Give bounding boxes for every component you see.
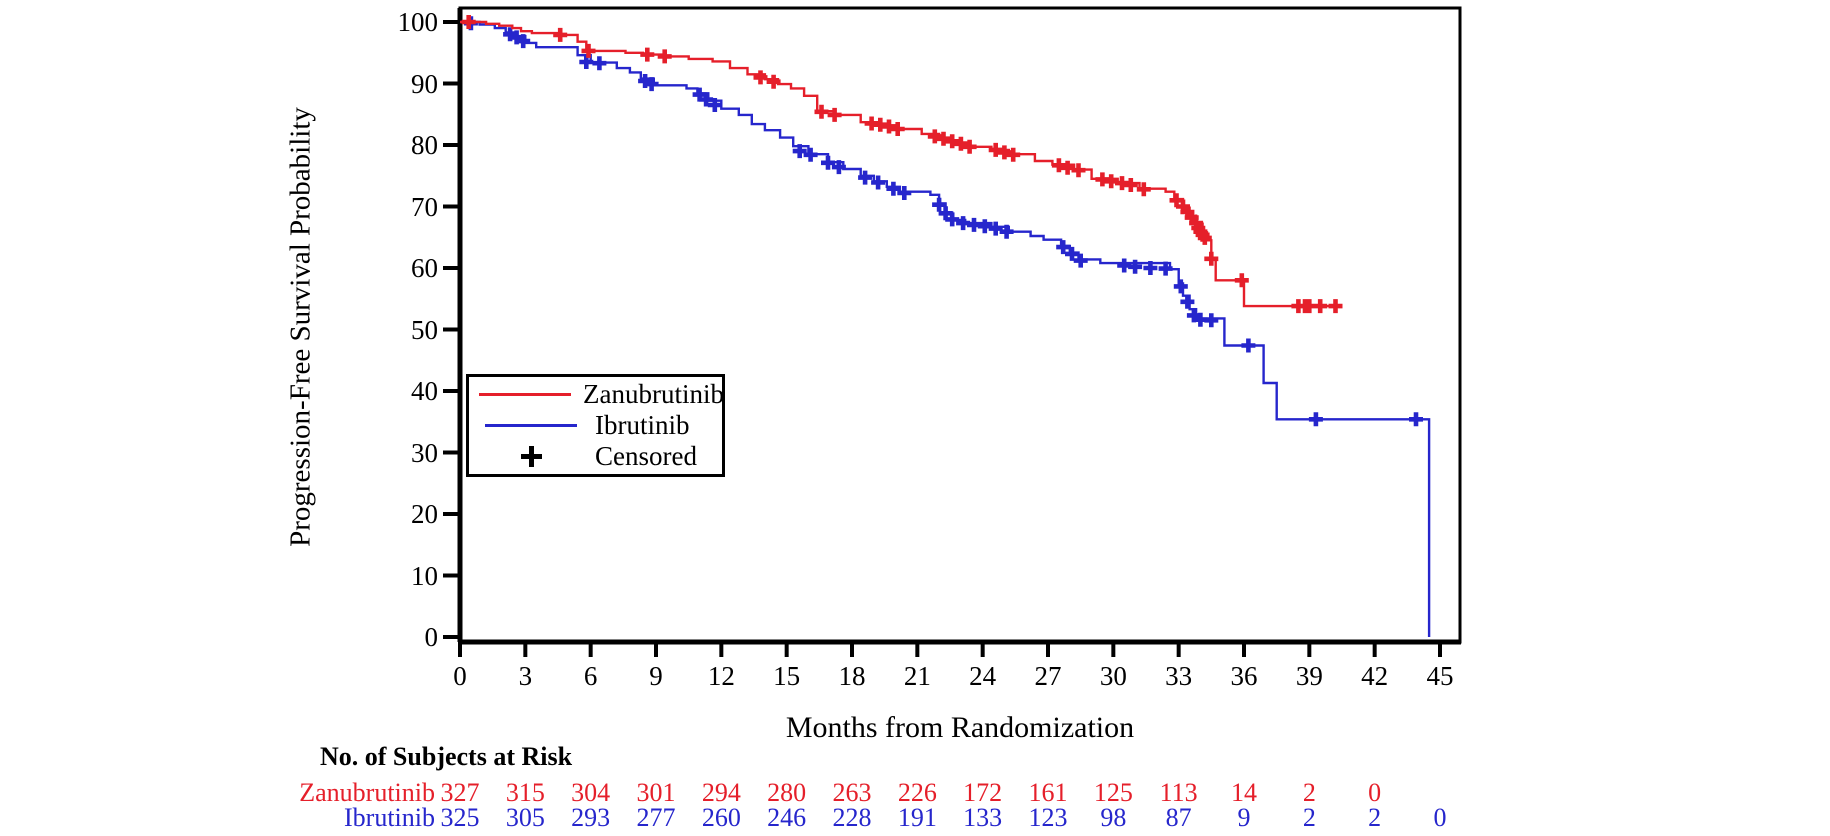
- legend-item-ibrutinib: Ibrutinib: [479, 410, 722, 441]
- risk-count: 327: [440, 778, 480, 807]
- risk-count: 293: [571, 803, 611, 832]
- risk-count: 125: [1093, 778, 1133, 807]
- risk-count: 325: [440, 803, 480, 832]
- risk-count: 260: [701, 803, 741, 832]
- x-tick-label: 36: [1230, 661, 1258, 691]
- risk-count: 0: [1433, 803, 1447, 832]
- x-tick-label: 33: [1165, 661, 1193, 691]
- risk-count: 191: [897, 803, 937, 832]
- risk-count: 277: [636, 803, 676, 832]
- x-tick-label: 24: [969, 661, 997, 691]
- y-tick-label: 40: [411, 376, 438, 406]
- plot-border: [457, 6, 1462, 645]
- risk-count: 9: [1237, 803, 1251, 832]
- y-tick-label: 10: [411, 560, 438, 591]
- x-tick-label: 21: [903, 661, 931, 691]
- x-tick-label: 39: [1295, 661, 1323, 691]
- y-tick-label: 80: [411, 130, 438, 160]
- risk-count: 14: [1231, 778, 1257, 807]
- zanubrutinib-line-swatch: [479, 393, 571, 396]
- x-tick-label: 45: [1426, 661, 1454, 691]
- x-tick-label: 12: [707, 661, 735, 691]
- x-tick-label: 15: [773, 661, 801, 691]
- legend-label-censored: Censored: [595, 441, 697, 471]
- x-tick-marks: [458, 642, 1442, 657]
- legend-item-zanubrutinib: Zanubrutinib: [479, 379, 724, 410]
- legend-label-ibrutinib: Ibrutinib: [595, 410, 690, 440]
- y-tick-label: 60: [411, 253, 438, 283]
- risk-count: 246: [767, 803, 807, 832]
- ibrutinib-curve: [460, 20, 1431, 637]
- risk-count: 113: [1159, 778, 1198, 807]
- risk-count: 123: [1028, 803, 1068, 832]
- y-axis-title: Progression-Free Survival Probability: [284, 107, 317, 547]
- y-tick-label: 20: [411, 499, 438, 529]
- risk-row-label-zanubrutinib: Zanubrutinib: [299, 778, 435, 807]
- risk-count: 280: [767, 778, 807, 807]
- risk-row-label-ibrutinib: Ibrutinib: [344, 803, 435, 832]
- y-tick-label: 30: [411, 437, 438, 468]
- risk-count: 2: [1302, 778, 1316, 807]
- risk-count: 161: [1028, 778, 1068, 807]
- censored-plus-icon: [479, 446, 583, 467]
- risk-count: 228: [832, 803, 872, 832]
- risk-count: 2: [1302, 803, 1316, 832]
- risk-count: 263: [832, 778, 872, 807]
- legend-label-zanubrutinib: Zanubrutinib: [583, 379, 724, 409]
- risk-count: 98: [1100, 803, 1127, 832]
- x-tick-label: 42: [1361, 661, 1389, 691]
- x-tick-label: 18: [838, 661, 866, 691]
- x-tick-label: 6: [583, 661, 598, 691]
- risk-count: 315: [505, 778, 545, 807]
- x-tick-label: 3: [518, 661, 533, 691]
- risk-count: 87: [1165, 803, 1192, 832]
- y-tick-label: 50: [411, 314, 438, 345]
- risk-count: 301: [636, 778, 676, 807]
- ibrutinib-censor-marks: [463, 16, 1423, 427]
- x-tick-label: 30: [1099, 661, 1127, 691]
- risk-count: 172: [963, 778, 1003, 807]
- x-tick-label: 9: [649, 661, 663, 691]
- x-tick-label: 27: [1034, 661, 1062, 691]
- x-axis-title: Months from Randomization: [785, 711, 1135, 744]
- risk-count: 0: [1368, 778, 1382, 807]
- legend: Zanubrutinib Ibrutinib Censored: [466, 374, 725, 477]
- risk-count: 294: [701, 778, 741, 807]
- zanubrutinib-censor-marks: [461, 15, 1343, 314]
- risk-count: 133: [963, 803, 1003, 832]
- risk-count: 226: [897, 778, 937, 807]
- y-tick-label: 0: [424, 622, 439, 652]
- risk-table-title: No. of Subjects at Risk: [320, 742, 573, 771]
- risk-count: 304: [571, 778, 611, 807]
- y-tick-label: 100: [397, 7, 439, 37]
- y-tick-label: 90: [411, 68, 438, 99]
- x-tick-label: 0: [453, 661, 467, 691]
- y-tick-label: 70: [411, 191, 438, 222]
- ibrutinib-line-swatch: [479, 424, 583, 427]
- risk-count: 2: [1368, 803, 1382, 832]
- legend-item-censored: Censored: [479, 441, 722, 472]
- risk-count: 305: [505, 803, 545, 832]
- y-tick-marks: [443, 20, 460, 639]
